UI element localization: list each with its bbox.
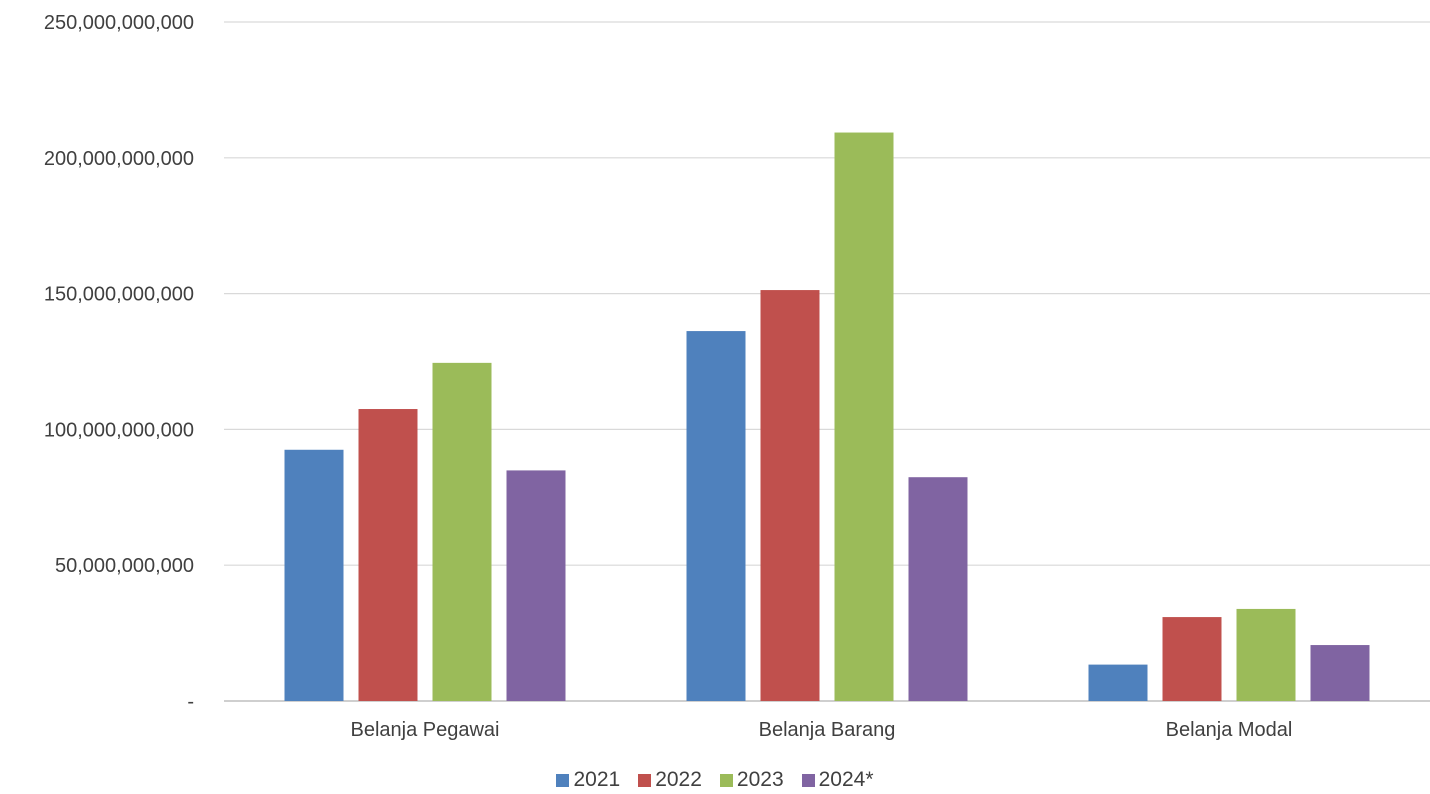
bar-chart: - 50,000,000,000 100,000,000,000 150,000,00… bbox=[44, 12, 1430, 741]
bar-2021-belanja-pegawai bbox=[284, 449, 344, 701]
bar-2023-belanja-modal bbox=[1236, 608, 1296, 701]
y-tick-label: - bbox=[187, 691, 194, 713]
x-category-label: Belanja Pegawai bbox=[351, 719, 500, 741]
legend-item-2024: 2024* bbox=[801, 768, 874, 792]
bars bbox=[284, 132, 1370, 701]
bar-2021-belanja-modal bbox=[1088, 664, 1148, 701]
legend-label: 2022 bbox=[655, 768, 702, 791]
y-axis-tick-labels: - 50,000,000,000 100,000,000,000 150,000,00… bbox=[44, 12, 194, 713]
bar-2024-belanja-pegawai bbox=[506, 470, 566, 701]
legend-item-2021: 2021 bbox=[556, 768, 620, 792]
bar-2023-belanja-pegawai bbox=[432, 362, 492, 701]
x-category-label: Belanja Modal bbox=[1166, 719, 1293, 741]
y-tick-label: 200,000,000,000 bbox=[44, 148, 194, 170]
y-tick-label: 100,000,000,000 bbox=[44, 419, 194, 441]
legend-label: 2023 bbox=[736, 768, 784, 791]
x-axis-category-labels: Belanja Pegawai Belanja Barang Belanja Mod… bbox=[351, 719, 1293, 741]
legend-item-2022: 2022 bbox=[638, 768, 702, 792]
bar-2022-belanja-modal bbox=[1162, 617, 1222, 701]
y-tick-label: 50,000,000,000 bbox=[55, 555, 194, 577]
bar-2022-belanja-pegawai bbox=[358, 409, 418, 701]
x-category-label: Belanja Barang bbox=[759, 719, 896, 741]
legend-swatch bbox=[719, 773, 733, 787]
legend-swatch bbox=[638, 773, 652, 787]
y-tick-label: 250,000,000,000 bbox=[44, 12, 194, 34]
legend-swatch bbox=[801, 773, 815, 787]
gridlines bbox=[224, 21, 1430, 702]
legend-item-2023: 2023 bbox=[719, 768, 784, 792]
legend: 2021 2022 2023 2024* bbox=[0, 766, 1430, 794]
bar-2023-belanja-barang bbox=[834, 132, 894, 701]
bar-2024-belanja-barang bbox=[908, 477, 968, 701]
bar-2021-belanja-barang bbox=[686, 331, 746, 701]
legend-label: 2024* bbox=[818, 768, 874, 791]
legend-swatch bbox=[556, 773, 570, 787]
legend-label: 2021 bbox=[573, 768, 621, 791]
y-tick-label: 150,000,000,000 bbox=[44, 284, 194, 306]
bar-2024-belanja-modal bbox=[1310, 645, 1370, 701]
bar-2022-belanja-barang bbox=[760, 290, 820, 701]
